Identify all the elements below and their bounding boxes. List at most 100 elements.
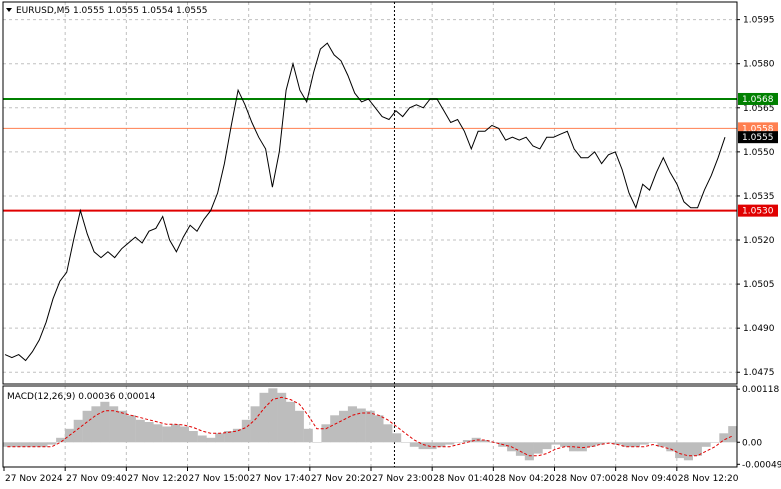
macd-bar [542, 442, 552, 450]
macd-bar [347, 406, 357, 443]
macd-bar [445, 442, 455, 445]
macd-bar [294, 410, 304, 443]
level-price-label: 1.0530 [742, 207, 774, 217]
macd-bar [206, 437, 216, 443]
macd-bar [330, 415, 340, 443]
macd-pane-frame [2, 385, 738, 468]
macd-bar [365, 410, 375, 443]
macd-bar [73, 419, 83, 443]
macd-bar [197, 435, 207, 443]
macd-bar [286, 401, 296, 443]
y-tick-label: 1.0475 [743, 368, 775, 378]
x-tick-label: 28 Nov 09:40 [617, 474, 678, 484]
macd-bar [118, 410, 128, 443]
x-tick-label: 27 Nov 12:20 [127, 474, 188, 484]
x-tick-label: 27 Nov 17:40 [250, 474, 311, 484]
macd-bar [728, 426, 738, 443]
macd-bar [339, 410, 349, 443]
macd-bar [427, 442, 437, 450]
macd-bar [109, 406, 119, 443]
macd-bar [20, 442, 30, 447]
level-price-label: 1.0568 [742, 95, 774, 105]
macd-bar [277, 392, 287, 443]
macd-bar [162, 426, 172, 443]
macd-bar [471, 437, 481, 443]
macd-bar [126, 415, 136, 443]
macd-bar [595, 442, 605, 445]
macd-bar [630, 442, 640, 447]
macd-bar [648, 442, 658, 443]
macd-bar [100, 401, 110, 443]
macd-bar [436, 442, 446, 447]
price-line [4, 42, 726, 362]
macd-bar [232, 428, 242, 443]
macd-bar [38, 442, 48, 447]
x-tick-label: 27 Nov 23:00 [372, 474, 433, 484]
macd-bar [454, 442, 464, 443]
macd-bar [250, 406, 260, 443]
x-tick-label: 27 Nov 09:40 [66, 474, 127, 484]
macd-bar [683, 442, 693, 461]
y-tick-label: 1.0565 [743, 104, 775, 114]
macd-bar [56, 437, 66, 443]
macd-bar [560, 442, 570, 447]
macd-bar [171, 424, 181, 443]
macd-bar [188, 431, 198, 443]
macd-y-tick-label: 0.00118 [742, 385, 779, 395]
macd-bar [613, 442, 623, 445]
macd-bar [480, 440, 490, 443]
macd-bar [533, 442, 543, 454]
macd-bar [639, 442, 649, 445]
macd-bar [11, 442, 21, 447]
macd-bar [586, 442, 596, 447]
x-tick-label: 28 Nov 12:20 [678, 474, 739, 484]
macd-bar [675, 442, 685, 459]
macd-bar [215, 433, 225, 443]
symbol-info: EURUSD,M5 1.0555 1.0555 1.0554 1.0555 [16, 6, 208, 16]
x-tick-label: 27 Nov 20:20 [311, 474, 372, 484]
macd-bar [719, 433, 729, 443]
level-price-tag [738, 131, 778, 144]
level-price-label: 1.0555 [742, 133, 774, 143]
macd-bar [29, 442, 39, 447]
price-pane-frame [2, 1, 738, 385]
macd-bar [3, 442, 13, 447]
y-tick-label: 1.0595 [743, 16, 775, 26]
level-price-tag [738, 204, 778, 217]
macd-bar [657, 442, 667, 447]
macd-bar [418, 442, 428, 450]
y-tick-label: 1.0505 [743, 280, 775, 290]
dropdown-arrow-icon[interactable] [6, 8, 12, 12]
macd-bar [622, 442, 632, 447]
macd-bar [392, 433, 402, 443]
x-tick-label: 27 Nov 2024 [5, 474, 63, 484]
y-tick-label: 1.0490 [743, 324, 775, 334]
y-tick-label: 1.0550 [743, 148, 775, 158]
x-tick-label: 27 Nov 15:00 [189, 474, 250, 484]
macd-bar [524, 442, 534, 461]
level-price-label: 1.0558 [742, 124, 774, 134]
macd-bar [374, 415, 384, 443]
macd-bar [577, 442, 587, 452]
macd-bar [47, 442, 57, 445]
level-price-tag [738, 92, 778, 105]
macd-bar [179, 426, 189, 443]
macd-y-tick-label: -0.00049 [742, 460, 781, 470]
macd-bar [409, 442, 419, 447]
macd-bar [551, 442, 561, 445]
macd-bar [710, 442, 720, 443]
macd-bar [701, 442, 711, 447]
macd-bar [268, 388, 278, 443]
macd-bar [259, 392, 269, 443]
macd-bar [401, 442, 411, 443]
macd-bar [312, 442, 322, 443]
macd-bar [515, 442, 525, 456]
macd-bar [356, 408, 366, 443]
macd-bar [666, 442, 676, 452]
x-tick-label: 28 Nov 07:00 [556, 474, 617, 484]
macd-bar [321, 424, 331, 443]
macd-bar [692, 442, 702, 456]
macd-bar [604, 442, 614, 443]
y-tick-label: 1.0520 [743, 236, 775, 246]
